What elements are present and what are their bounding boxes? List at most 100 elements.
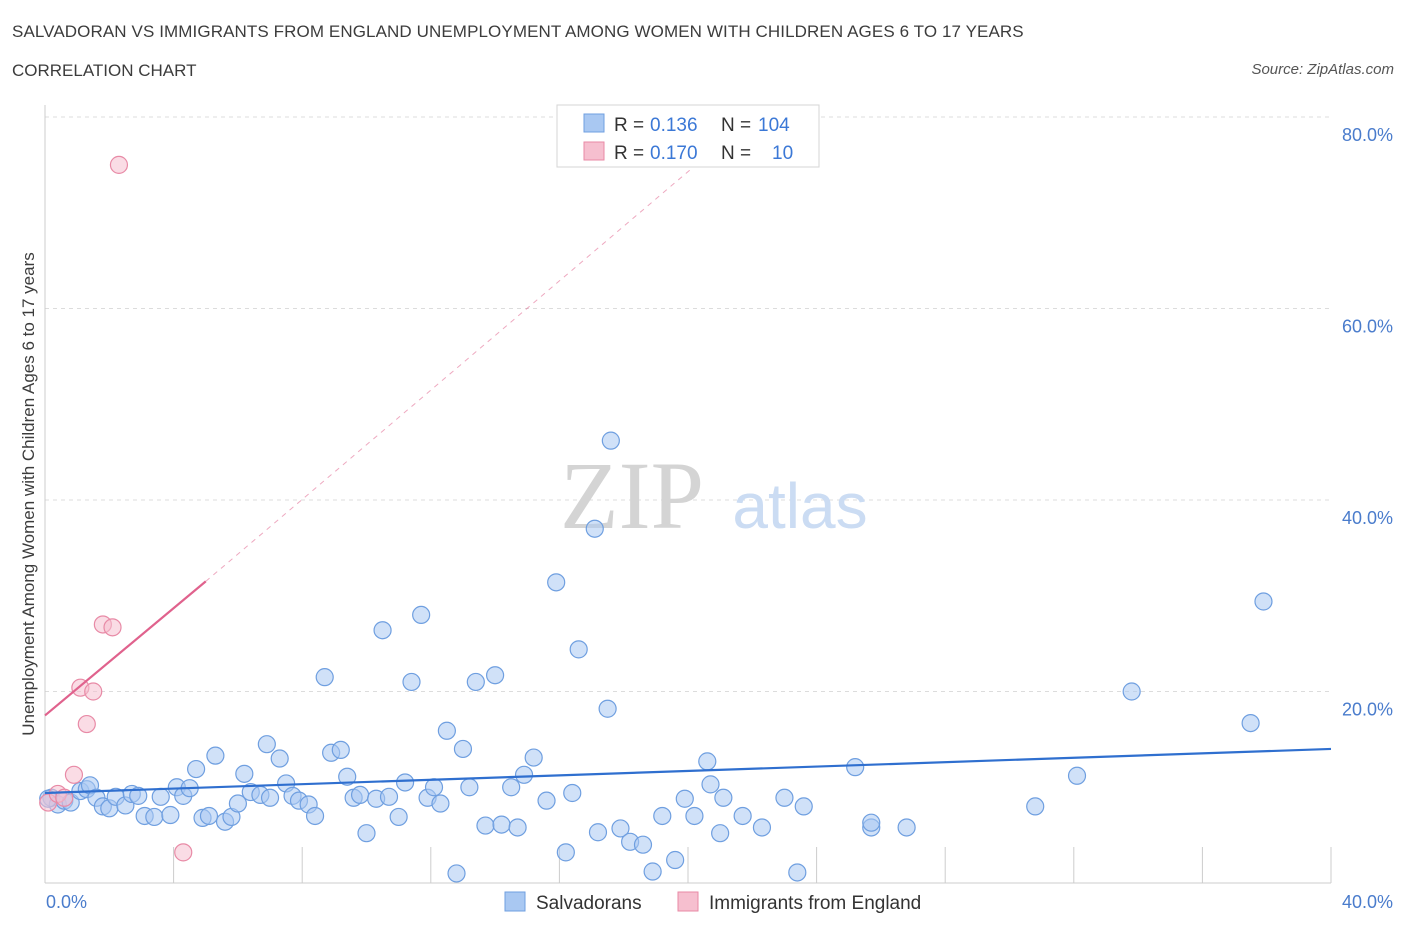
salvadorans-point-45	[357, 824, 376, 843]
salvadorans-point-61	[476, 816, 495, 835]
legend-swatch-pink	[583, 141, 605, 161]
england-point-8	[103, 618, 122, 637]
salvadorans-point-77	[611, 819, 630, 838]
trend-lines	[44, 116, 1332, 795]
series-legend-label-salvadorans: Salvadorans	[536, 893, 642, 914]
salvadorans-point-92	[788, 863, 807, 882]
gridlines	[45, 116, 1331, 692]
salvadorans-point-58	[453, 739, 473, 759]
legend-r-label-1: R =	[614, 115, 644, 136]
salvadorans-point-23	[199, 806, 219, 826]
england-point-3	[64, 765, 84, 784]
legend-r-value-1: 0.136	[650, 115, 698, 136]
england-point-6	[84, 682, 103, 701]
series-legend-swatch-salvadorans	[504, 891, 526, 912]
salvadorans-point-13	[129, 786, 148, 805]
salvadorans-point-62	[486, 666, 505, 685]
salvadorans-point-56	[437, 721, 456, 740]
series-legend-swatch-england	[677, 891, 699, 912]
salvadorans-point-66	[514, 765, 534, 784]
y-tick-label-2: 60.0%	[1342, 317, 1393, 337]
salvadorans-point-57	[447, 864, 466, 883]
watermark-atlas: atlas	[732, 470, 867, 542]
salvadorans-point-44	[350, 785, 370, 805]
salvadorans-point-42	[338, 767, 357, 786]
salvadorans-point-15	[145, 807, 164, 827]
salvadorans-point-83	[675, 789, 694, 808]
salvadorans-point-91	[775, 788, 794, 807]
salvadorans-point-16	[151, 787, 170, 806]
salvadorans-point-100	[1122, 682, 1141, 701]
salvadorans-point-48	[379, 787, 399, 806]
y-tick-label-3: 80.0%	[1342, 125, 1393, 145]
salvadorans-point-96	[862, 813, 881, 832]
legend-n-label-1: N =	[721, 115, 751, 136]
salvadorans-point-72	[569, 640, 588, 659]
y-axis-title: Unemployment Among Women with Children A…	[19, 252, 38, 736]
england-point-10	[109, 155, 129, 174]
salvadorans-point-38	[305, 806, 325, 826]
salvadorans-point-93	[794, 797, 813, 816]
salvadorans-point-41	[331, 740, 350, 760]
salvadorans-point-60	[466, 672, 485, 692]
legend-r-label-2: R =	[614, 143, 644, 164]
salvadorans-point-50	[395, 773, 415, 792]
salvadorans-trend-line	[44, 747, 1332, 795]
salvadorans-point-74	[588, 823, 608, 842]
correlation-legend: R = 0.136 N = 104 R = 0.170 N = 10	[556, 104, 820, 168]
salvadorans-point-63	[492, 815, 511, 834]
salvadorans-point-71	[563, 783, 582, 803]
salvadorans-point-90	[752, 818, 772, 837]
salvadorans-point-28	[235, 764, 254, 783]
legend-n-value-1: 104	[758, 115, 790, 136]
chart-subtitle: CORRELATION CHART	[12, 61, 197, 80]
salvadorans-point-94	[846, 758, 865, 777]
salvadorans-point-33	[270, 749, 289, 768]
y-tick-label-1: 40.0%	[1342, 508, 1393, 528]
source-credit: Source: ZipAtlas.com	[1251, 61, 1394, 78]
salvadorans-point-68	[537, 791, 556, 810]
salvadorans-point-59	[460, 778, 479, 797]
salvadorans-point-80	[643, 862, 662, 881]
salvadorans-point-39	[315, 668, 334, 687]
england-points	[39, 155, 193, 862]
salvadorans-point-79	[633, 835, 653, 854]
salvadorans-point-27	[228, 794, 247, 813]
salvadorans-point-97	[897, 818, 916, 837]
x-tick-label-max: 40.0%	[1342, 892, 1393, 912]
salvadorans-point-69	[547, 573, 566, 592]
salvadorans-point-99	[1067, 766, 1087, 785]
legend-r-value-2: 0.170	[650, 143, 698, 164]
x-tick-label-min: 0.0%	[46, 892, 87, 912]
salvadorans-point-24	[206, 746, 225, 765]
england-point-5	[77, 714, 96, 734]
salvadorans-point-54	[424, 778, 444, 797]
salvadorans-point-98	[1026, 797, 1045, 816]
england-trend-line	[44, 580, 207, 717]
england-point-9	[174, 843, 193, 862]
tick-labels: 20.0% 40.0% 60.0% 80.0% 0.0% 40.0%	[46, 125, 1393, 912]
watermark: ZIP atlas	[560, 442, 868, 549]
salvadorans-point-101	[1241, 713, 1260, 733]
salvadorans-point-52	[412, 605, 431, 625]
salvadorans-point-73	[585, 519, 604, 538]
salvadorans-point-31	[257, 735, 276, 754]
salvadorans-point-70	[556, 843, 575, 862]
salvadorans-point-89	[733, 806, 752, 826]
legend-swatch-blue	[583, 113, 605, 133]
series-legend-label-england: Immigrants from England	[709, 893, 921, 914]
salvadorans-point-84	[685, 806, 704, 826]
salvadorans-point-67	[524, 748, 543, 767]
salvadorans-point-85	[698, 752, 717, 771]
salvadorans-point-86	[701, 775, 720, 794]
salvadorans-point-64	[502, 778, 521, 797]
salvadorans-point-87	[711, 824, 730, 843]
salvadorans-point-21	[187, 759, 206, 779]
salvadorans-point-32	[260, 788, 280, 807]
salvadorans-point-102	[1254, 592, 1273, 611]
series-legend: Salvadorans Immigrants from England	[504, 891, 921, 914]
salvadorans-point-55	[431, 794, 450, 813]
legend-n-label-2: N =	[721, 143, 751, 164]
salvadorans-point-76	[601, 431, 620, 450]
